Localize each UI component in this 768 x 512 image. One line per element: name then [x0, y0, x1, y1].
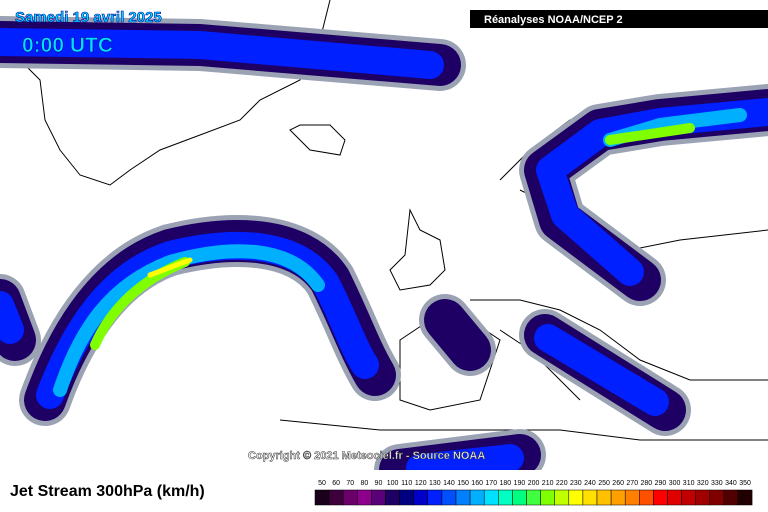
scale-swatch — [483, 489, 499, 506]
scale-label: 290 — [655, 480, 667, 487]
scale-swatch — [709, 489, 725, 506]
scale-label: 90 — [375, 480, 383, 487]
scale-swatch — [554, 489, 570, 506]
scale-swatch — [512, 489, 527, 506]
scale-label: 350 — [739, 480, 751, 487]
scale-swatch — [357, 489, 372, 506]
scale-label: 340 — [725, 480, 737, 487]
scale-swatch — [455, 489, 471, 506]
scale-label: 190 — [514, 480, 526, 487]
scale-label: 180 — [500, 480, 512, 487]
scale-swatch — [639, 489, 654, 506]
variable: Jet Stream 300hPa (km/h) — [10, 483, 205, 500]
color-scale: 50 60 70 80 90 100 110 120 130 140 150 160 170 180 190… — [314, 480, 753, 506]
scale-label: 50 — [318, 480, 326, 487]
scale-swatch — [427, 489, 443, 506]
scale-swatch — [413, 489, 429, 506]
scale-label: 170 — [485, 480, 497, 487]
scale-swatch — [441, 489, 457, 506]
scale-swatch — [596, 489, 612, 506]
copyright: Copyright © 2021 Meteociel.fr - Source N… — [248, 450, 485, 462]
scale-label: 70 — [346, 480, 354, 487]
scale-swatch — [328, 489, 344, 506]
scale-label: 240 — [584, 480, 596, 487]
scale-swatch — [399, 489, 414, 506]
scale-swatch — [342, 489, 358, 506]
scale-swatch — [653, 489, 668, 506]
scale-label: 300 — [669, 480, 681, 487]
scale-label: 220 — [556, 480, 568, 487]
scale-label: 130 — [429, 480, 441, 487]
scale-swatch — [582, 489, 598, 506]
scale-label: 320 — [697, 480, 709, 487]
scale-swatch — [695, 489, 711, 506]
scale-label: 230 — [570, 480, 582, 487]
jet-band-5 — [147, 257, 193, 278]
scale-swatch — [568, 489, 584, 506]
scale-label: 80 — [360, 480, 368, 487]
scale-label: 310 — [683, 480, 695, 487]
source-box — [470, 10, 768, 28]
scale-swatch — [498, 489, 513, 506]
scale-swatch — [469, 489, 485, 506]
jet-stream — [0, 16, 768, 496]
scale-swatch — [610, 489, 626, 506]
scale-label: 160 — [471, 480, 483, 487]
scale-label: 120 — [415, 480, 427, 487]
scale-label: 110 — [401, 480, 412, 487]
scale-swatch — [385, 489, 400, 506]
scale-label: 100 — [387, 480, 399, 487]
scale-swatch — [314, 489, 330, 506]
scale-swatch — [540, 489, 555, 506]
scale-swatch — [723, 489, 739, 506]
scale-swatch — [737, 489, 753, 506]
time: 0:00 UTC — [22, 34, 113, 57]
scale-label: 60 — [332, 480, 340, 487]
scale-label: 140 — [443, 480, 455, 487]
scale-swatch — [371, 489, 386, 506]
scale-label: 200 — [528, 480, 540, 487]
scale-swatch — [624, 489, 640, 506]
scale-swatch — [681, 489, 696, 506]
scale-swatch — [526, 489, 541, 506]
source: Réanalyses NOAA/NCEP 2 — [484, 14, 623, 26]
scale-label: 250 — [598, 480, 610, 487]
scale-label: 210 — [542, 480, 554, 487]
scale-swatch — [667, 489, 682, 506]
scale-label: 280 — [641, 480, 653, 487]
scale-label: 270 — [626, 480, 638, 487]
scale-label: 330 — [711, 480, 723, 487]
scale-label: 260 — [612, 480, 624, 487]
date: Samedi 19 avril 2025 — [15, 9, 162, 26]
scale-label: 150 — [457, 480, 469, 487]
